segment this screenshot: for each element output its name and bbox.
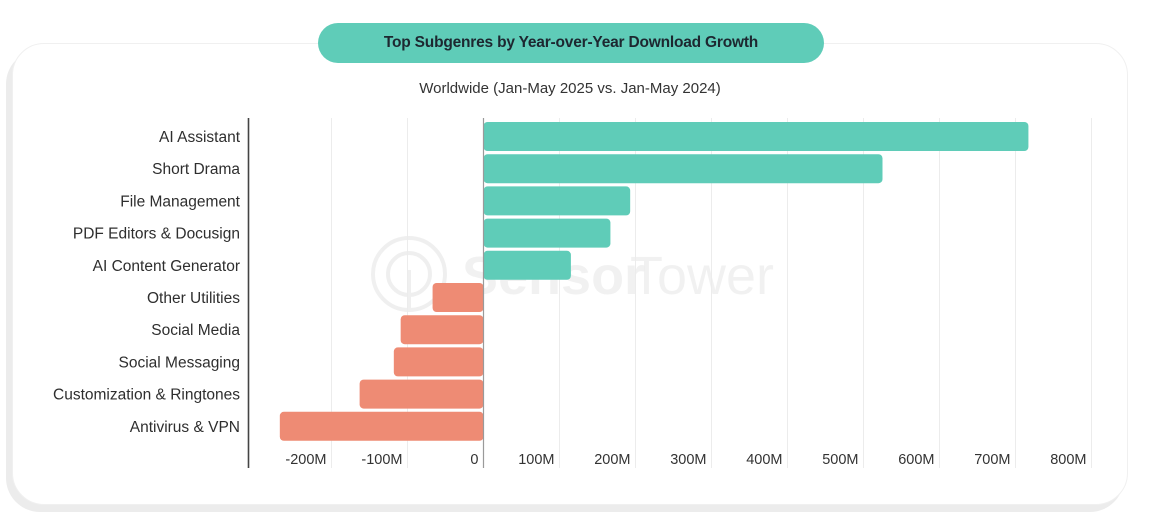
category-label: Short Drama (152, 161, 240, 178)
watermark-text-light: Tower (630, 246, 774, 306)
category-label: PDF Editors & Docusign (73, 226, 240, 243)
category-label: AI Assistant (159, 129, 241, 146)
category-label: Antivirus & VPN (130, 419, 240, 436)
bar-social-media (400, 315, 484, 345)
category-label: Other Utilities (147, 290, 240, 307)
x-tick-label: -200M (285, 452, 326, 468)
bar-customization-ringtones (359, 379, 484, 409)
category-label: AI Content Generator (93, 258, 240, 275)
x-tick-label: 100M (518, 452, 554, 468)
bar-file-management (483, 186, 631, 216)
x-tick-label: 300M (670, 452, 706, 468)
bar-short-drama (483, 154, 883, 184)
category-label: Social Media (151, 322, 240, 339)
x-tick-label: 800M (1050, 452, 1086, 468)
x-tick-label: 0 (470, 452, 478, 468)
x-tick-label: 400M (746, 452, 782, 468)
bar-social-messaging (393, 347, 484, 377)
x-tick-label: 500M (822, 452, 858, 468)
sensortower-logo-icon (371, 236, 447, 312)
x-tick-label: 700M (974, 452, 1010, 468)
category-label: Social Messaging (119, 354, 240, 371)
bar-other-utilities (432, 283, 484, 312)
x-tick-label: -100M (361, 452, 402, 468)
x-tick-labels: -200M -100M 0 100M 200M 300M 400M 500M 600M 700M 8… (285, 452, 1086, 468)
bar-ai-assistant (483, 122, 1029, 151)
category-label: Customization & Ringtones (53, 387, 240, 404)
chart-subtitle: Worldwide (Jan-May 2025 vs. Jan-May 2024… (419, 80, 721, 97)
bars (279, 122, 1029, 441)
x-tick-label: 200M (594, 452, 630, 468)
category-label: File Management (120, 193, 240, 210)
x-tick-label: 600M (898, 452, 934, 468)
category-labels: AI Assistant Short Drama File Management PD… (53, 129, 241, 436)
bar-antivirus-vpn (279, 411, 484, 441)
bar-pdf-editors-docusign (483, 218, 611, 248)
chart-title: Top Subgenres by Year-over-Year Download… (318, 23, 824, 63)
bar-ai-content-generator (483, 250, 571, 280)
